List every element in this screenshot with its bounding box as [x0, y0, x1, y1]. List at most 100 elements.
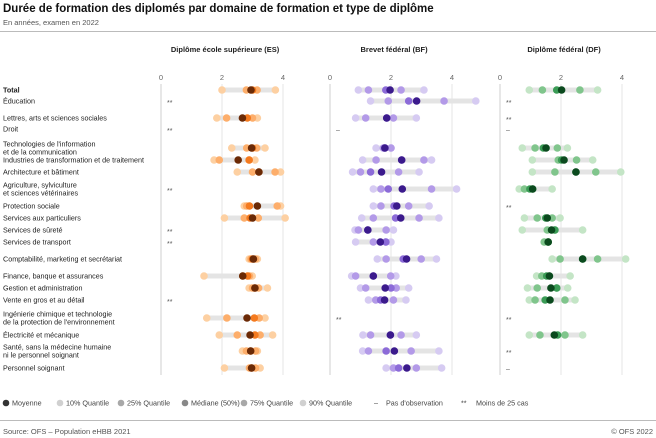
legend-label: Moyenne — [12, 399, 42, 408]
p90-dot — [452, 185, 461, 193]
p90-dot — [402, 296, 410, 304]
legend-label: 10% Quantile — [66, 399, 109, 408]
p10-dot — [354, 86, 363, 94]
p75-dot — [591, 168, 600, 176]
mean-dot — [557, 86, 566, 94]
p75-dot — [561, 331, 569, 339]
p25-dot — [531, 296, 539, 304]
p10-dot — [227, 144, 236, 152]
legend-label: Médiane (50%) — [191, 399, 240, 408]
p90-dot — [432, 255, 441, 263]
row-label: Finance, banque et assurances — [3, 272, 104, 281]
no-observation-marker: – — [336, 127, 340, 134]
mean-dot — [547, 226, 556, 234]
header-divider — [0, 31, 656, 32]
p75-dot — [382, 226, 390, 234]
p10-dot — [358, 156, 367, 164]
p90-dot — [271, 86, 280, 94]
median-dot — [245, 156, 253, 164]
p10-dot — [348, 168, 357, 176]
p10-dot — [202, 314, 211, 322]
median-dot — [245, 202, 254, 210]
mean-dot — [392, 202, 401, 210]
tick-label: 0 — [498, 73, 502, 82]
p90-dot — [556, 214, 564, 222]
mean-dot — [247, 86, 255, 94]
mean-dot — [572, 168, 580, 176]
p25-dot — [351, 272, 360, 280]
p25-dot — [233, 331, 242, 339]
tick-label: 0 — [328, 73, 332, 82]
mean-dot — [247, 364, 256, 372]
mean-dot — [397, 156, 406, 164]
p10-dot — [372, 144, 380, 152]
row-label: Technologies de l'information — [3, 140, 95, 149]
mean-dot — [238, 114, 247, 122]
p10-dot — [520, 214, 529, 222]
p10-dot — [351, 238, 360, 246]
p25-dot — [377, 185, 385, 193]
legend-swatch — [2, 399, 10, 407]
p75-dot — [561, 296, 569, 304]
legend-no-obs-label: Pas d'observation — [386, 399, 443, 408]
fewer-than-25-marker: ** — [167, 299, 173, 306]
p25-dot — [364, 86, 373, 94]
p25-dot — [551, 168, 559, 176]
p90-dot — [593, 86, 602, 94]
p90-dot — [616, 168, 625, 176]
row-label: de la protection de l'environnement — [3, 318, 115, 327]
mean-dot — [253, 202, 262, 210]
mean-dot — [251, 284, 259, 292]
fewer-than-25-marker: ** — [167, 100, 173, 107]
mean-dot — [238, 272, 247, 280]
mean-dot — [545, 272, 554, 280]
p10-dot — [215, 331, 224, 339]
mean-dot — [578, 255, 587, 263]
tick-label: 4 — [450, 73, 454, 82]
p10-dot — [548, 255, 556, 263]
p75-dot — [412, 364, 421, 372]
p90-dot — [578, 331, 587, 339]
fewer-than-25-marker: ** — [167, 229, 173, 236]
p75-dot — [417, 255, 425, 263]
p75-dot — [397, 331, 405, 339]
chart-title: Durée de formation des diplomés par doma… — [3, 3, 434, 15]
p10-dot — [359, 331, 367, 339]
p10-dot — [357, 214, 366, 222]
mean-dot — [381, 144, 389, 152]
mean-dot — [382, 114, 391, 122]
legend-swatch — [181, 399, 189, 407]
median-dot — [384, 185, 393, 193]
row-label: Total — [3, 86, 20, 95]
p75-dot — [572, 156, 581, 164]
mean-dot — [403, 364, 411, 372]
row-label: Lettres, arts et sciences sociales — [3, 114, 107, 123]
row-label: Droit — [3, 125, 18, 134]
row-label: et de la communication — [3, 148, 77, 157]
p10-dot — [358, 347, 367, 355]
p25-dot — [372, 156, 380, 164]
tick-label: 2 — [389, 73, 393, 82]
p10-dot — [369, 185, 378, 193]
fewer-than-25-marker: ** — [506, 317, 512, 324]
p75-dot — [397, 86, 405, 94]
p10-dot — [366, 97, 375, 105]
p10-dot — [525, 296, 534, 304]
legend-label: 75% Quantile — [250, 399, 293, 408]
p90-dot — [563, 144, 572, 152]
p75-dot — [404, 202, 413, 210]
p25-dot — [520, 185, 529, 193]
p90-dot — [404, 284, 413, 292]
p90-dot — [548, 185, 556, 193]
median-dot — [387, 284, 395, 292]
p10-dot — [518, 226, 527, 234]
fewer-than-25-marker: ** — [506, 205, 512, 212]
tick-label: 0 — [159, 73, 163, 82]
mean-dot — [255, 168, 263, 176]
row-label: Services de sûreté — [3, 226, 63, 235]
legend-swatch — [299, 399, 307, 407]
mean-dot — [402, 255, 411, 263]
row-label: Industries de transformation et de trait… — [3, 156, 144, 165]
p90-dot — [415, 168, 423, 176]
p25-dot — [533, 214, 542, 222]
